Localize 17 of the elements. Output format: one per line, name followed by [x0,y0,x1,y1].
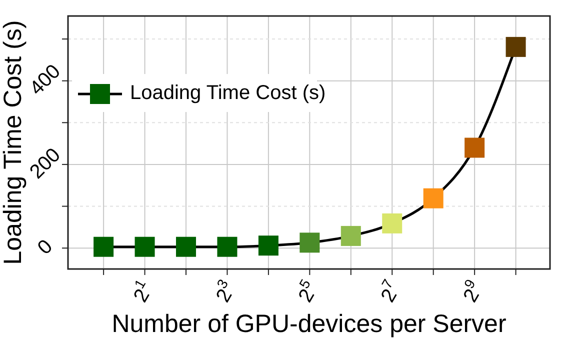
point [94,236,114,257]
x-axis-title: Number of GPU-devices per Server [112,310,506,338]
point [506,36,526,57]
point [382,213,402,234]
point [340,226,361,246]
point [464,138,485,158]
y-tick-label: 0 [34,236,58,260]
y-tick-label: 400 [26,60,66,100]
point [423,188,444,208]
point [300,232,320,253]
point [217,236,238,257]
point [258,236,278,256]
y-axis-title: Loading Time Cost (s) [0,20,27,265]
legend-label: Loading Time Cost (s) [130,82,326,104]
y-tick-label: 200 [26,144,66,184]
point [176,236,196,257]
point [134,236,155,257]
